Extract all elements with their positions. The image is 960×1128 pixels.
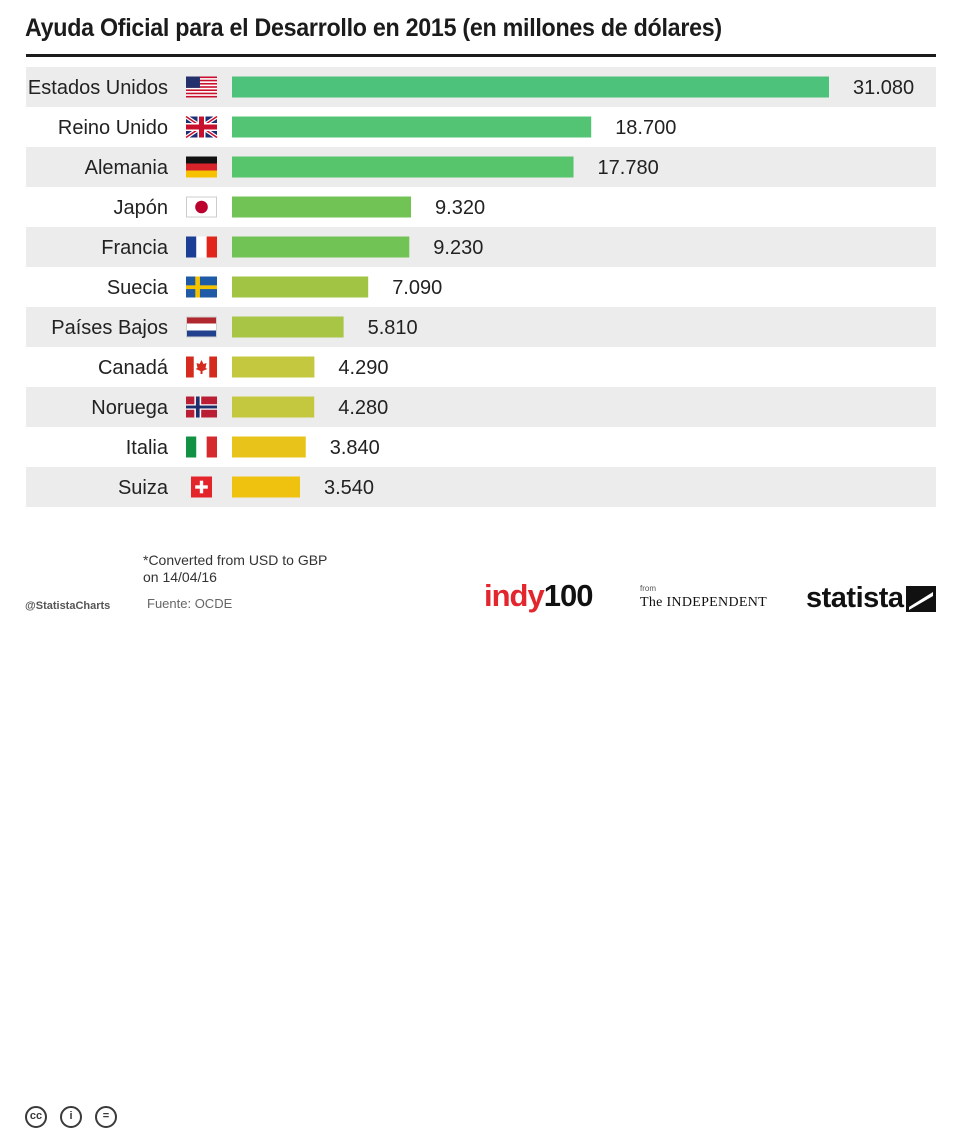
row-background bbox=[26, 187, 936, 227]
source-label: Fuente: OCDE bbox=[147, 596, 233, 611]
uk-flag-icon bbox=[184, 114, 219, 140]
canada-flag-icon bbox=[186, 356, 217, 378]
category-label: Canadá bbox=[98, 357, 169, 379]
bar bbox=[232, 116, 592, 138]
switzerland-flag-icon bbox=[191, 476, 212, 498]
category-label: Estados Unidos bbox=[28, 77, 168, 99]
from-label: from bbox=[640, 584, 656, 593]
bar bbox=[232, 436, 306, 458]
indy-number-text: 100 bbox=[543, 578, 594, 613]
by-icon: i bbox=[60, 1106, 82, 1128]
bar bbox=[232, 76, 829, 98]
bar bbox=[232, 156, 574, 178]
value-label: 5.810 bbox=[368, 317, 418, 339]
france-flag-icon bbox=[186, 236, 217, 258]
conversion-note: *Converted from USD to GBP on 14/04/16 bbox=[143, 552, 328, 585]
bar bbox=[232, 236, 410, 258]
category-label: Suiza bbox=[118, 477, 169, 499]
netherlands-flag-icon bbox=[186, 316, 217, 338]
bar bbox=[232, 396, 315, 418]
statista-logo-icon bbox=[906, 586, 936, 612]
category-label: Francia bbox=[101, 237, 169, 259]
row-background bbox=[26, 427, 936, 467]
category-label: Japón bbox=[114, 197, 169, 219]
value-label: 9.230 bbox=[433, 237, 483, 259]
value-label: 18.700 bbox=[615, 117, 676, 139]
category-label: Italia bbox=[126, 437, 169, 459]
row-background bbox=[26, 307, 936, 347]
value-label: 4.280 bbox=[338, 397, 388, 419]
value-label: 9.320 bbox=[435, 197, 485, 219]
value-label: 3.540 bbox=[324, 477, 374, 499]
bar bbox=[232, 276, 369, 298]
norway-flag-icon bbox=[186, 396, 217, 418]
bar bbox=[232, 196, 412, 218]
row-background bbox=[26, 467, 936, 507]
row-background bbox=[26, 347, 936, 387]
value-label: 31.080 bbox=[853, 77, 914, 99]
italy-flag-icon bbox=[186, 436, 217, 458]
value-label: 4.290 bbox=[338, 357, 388, 379]
indy100-logo[interactable]: indy100 bbox=[484, 578, 594, 614]
row-background bbox=[26, 387, 936, 427]
cc-icon: cc bbox=[25, 1106, 47, 1128]
category-label: Alemania bbox=[85, 157, 169, 179]
category-label: Países Bajos bbox=[51, 317, 168, 339]
bar bbox=[232, 476, 300, 498]
us-flag-icon bbox=[186, 76, 217, 98]
row-background bbox=[26, 227, 936, 267]
category-label: Reino Unido bbox=[58, 117, 168, 139]
value-label: 17.780 bbox=[598, 157, 659, 179]
row-background bbox=[26, 267, 936, 307]
chart-title: Ayuda Oficial para el Desarrollo en 2015… bbox=[25, 14, 722, 42]
value-label: 7.090 bbox=[392, 277, 442, 299]
bar bbox=[232, 356, 315, 378]
category-label: Suecia bbox=[107, 277, 169, 299]
bar bbox=[232, 316, 344, 338]
bar-chart: Estados Unidos 31.080 Reino Unido 18.700 Ale… bbox=[26, 67, 936, 507]
statista-charts-handle[interactable]: @StatistaCharts bbox=[25, 600, 111, 612]
sweden-flag-icon bbox=[186, 276, 217, 298]
value-label: 3.840 bbox=[330, 437, 380, 459]
nd-icon: = bbox=[95, 1106, 117, 1128]
independent-logo[interactable]: The INDEPENDENT bbox=[640, 595, 767, 610]
statista-logo-text[interactable]: statista bbox=[806, 582, 904, 614]
germany-flag-icon bbox=[186, 156, 217, 178]
title-divider bbox=[26, 54, 936, 57]
indy-brand-text: indy bbox=[484, 578, 545, 613]
category-label: Noruega bbox=[91, 397, 169, 419]
japan-flag-icon bbox=[186, 196, 217, 218]
